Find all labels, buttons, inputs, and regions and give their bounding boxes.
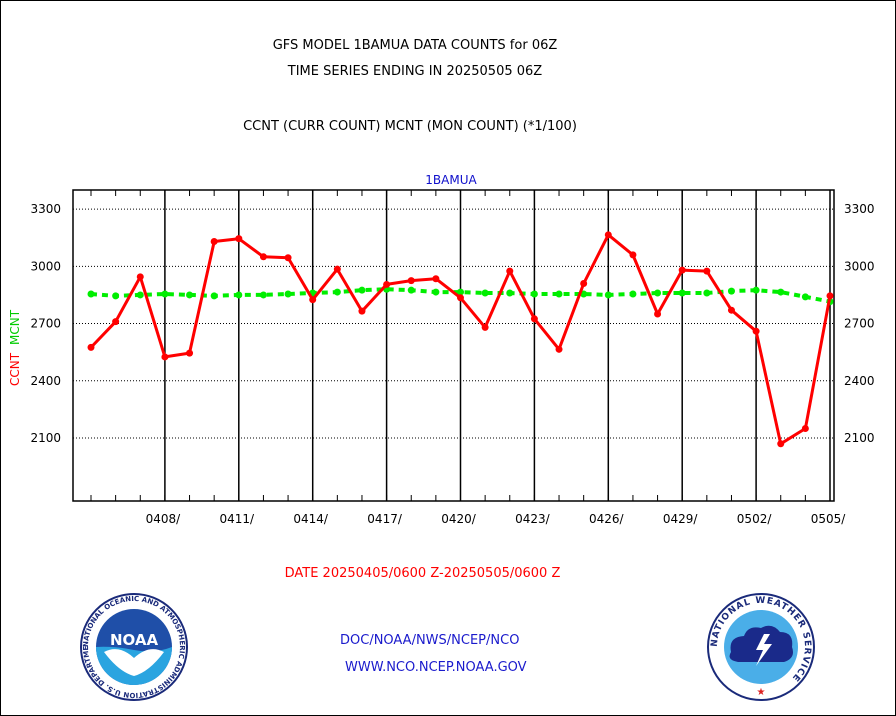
data-point-mcnt <box>703 289 711 297</box>
data-point-ccnt <box>654 310 662 318</box>
data-point-mcnt <box>777 288 785 296</box>
y-tick-label-left: 3300 <box>30 202 61 216</box>
data-point-ccnt <box>506 267 514 275</box>
data-point-mcnt <box>161 290 169 298</box>
data-point-mcnt <box>654 289 662 297</box>
y-axis-label-ccnt: CCNT <box>8 352 22 386</box>
data-point-ccnt <box>826 292 834 300</box>
data-point-ccnt <box>703 267 711 275</box>
data-point-ccnt <box>432 275 440 283</box>
data-point-ccnt <box>136 273 144 281</box>
data-point-mcnt <box>136 291 144 299</box>
data-point-ccnt <box>358 307 366 315</box>
data-point-mcnt <box>801 293 809 301</box>
data-point-ccnt <box>186 349 194 357</box>
data-point-ccnt <box>383 280 391 288</box>
x-tick-label: 0411/ <box>220 512 256 526</box>
data-point-ccnt <box>333 265 341 273</box>
data-point-mcnt <box>457 288 464 296</box>
data-point-ccnt <box>284 254 292 262</box>
data-point-mcnt <box>407 286 415 294</box>
x-tick-label: 0414/ <box>293 512 329 526</box>
y-tick-label-right: 2400 <box>844 374 875 388</box>
data-point-ccnt <box>112 318 120 326</box>
noaa-logo: NATIONAL OCEANIC AND ATMOSPHERIC ADMINIS… <box>76 586 189 702</box>
data-point-ccnt <box>530 315 538 323</box>
data-point-mcnt <box>530 290 538 298</box>
data-point-mcnt <box>629 290 637 298</box>
x-tick-label: 0408/ <box>146 512 182 526</box>
data-point-ccnt <box>210 238 218 246</box>
data-point-mcnt <box>284 290 292 298</box>
data-point-mcnt <box>555 290 563 298</box>
x-tick-label: 0502/ <box>737 512 773 526</box>
y-tick-label-right: 3000 <box>844 259 875 273</box>
y-tick-label-left: 2100 <box>30 431 61 445</box>
data-point-mcnt <box>186 291 194 299</box>
url-line: WWW.NCO.NCEP.NOAA.GOV <box>345 660 527 675</box>
data-point-mcnt <box>481 289 489 297</box>
org-line: DOC/NOAA/NWS/NCEP/NCO <box>340 633 520 648</box>
data-point-mcnt <box>358 286 366 294</box>
data-point-mcnt <box>678 289 686 297</box>
data-point-ccnt <box>580 279 588 287</box>
data-point-ccnt <box>604 231 612 239</box>
data-point-mcnt <box>333 288 341 296</box>
data-point-ccnt <box>235 235 243 243</box>
chart-title-line1: GFS MODEL 1BAMUA DATA COUNTS for 06Z <box>272 38 558 53</box>
data-point-mcnt <box>210 292 218 300</box>
y-tick-label-left: 2700 <box>30 317 61 331</box>
nws-star-icon: ★ <box>757 687 766 698</box>
data-point-ccnt <box>309 296 317 304</box>
data-point-mcnt <box>506 289 514 297</box>
y-tick-label-left: 2400 <box>30 374 61 388</box>
x-tick-label: 0420/ <box>441 512 477 526</box>
grid-lines <box>73 190 834 501</box>
data-point-ccnt <box>457 294 464 302</box>
data-point-ccnt <box>777 440 785 448</box>
chart-subtitle: CCNT (CURR COUNT) MCNT (MON COUNT) (*1/1… <box>243 119 577 134</box>
chart-title-line2: TIME SERIES ENDING IN 20250505 06Z <box>287 64 543 79</box>
data-point-ccnt <box>801 424 809 432</box>
plot-area <box>72 189 835 502</box>
panel-title: 1BAMUA <box>425 173 477 187</box>
data-point-ccnt <box>678 266 686 274</box>
data-point-ccnt <box>407 277 415 285</box>
data-point-mcnt <box>752 286 760 294</box>
data-point-mcnt <box>432 288 440 296</box>
x-tick-label: 0505/ <box>811 512 847 526</box>
axis-ticks: 2100 2100 2400 2400 2700 2700 3000 3000 3300 3300… <box>30 190 875 526</box>
x-tick-label: 0423/ <box>515 512 551 526</box>
data-point-mcnt <box>604 291 612 299</box>
data-point-ccnt <box>161 353 169 361</box>
date-range-label: DATE 20250405/0600 Z-20250505/0600 Z <box>284 566 561 581</box>
y-tick-label-right: 2100 <box>844 431 875 445</box>
data-point-mcnt <box>87 290 95 298</box>
y-tick-label-right: 2700 <box>844 317 875 331</box>
data-point-ccnt <box>87 343 95 351</box>
series-layer <box>87 231 834 448</box>
data-point-ccnt <box>259 253 267 261</box>
data-point-mcnt <box>259 291 267 299</box>
x-tick-label: 0417/ <box>367 512 403 526</box>
y-axis-label-mcnt: MCNT <box>8 309 22 345</box>
noaa-logo-name: NOAA <box>110 631 159 649</box>
data-point-ccnt <box>481 323 489 331</box>
x-tick-label: 0426/ <box>589 512 625 526</box>
data-point-ccnt <box>629 251 637 259</box>
data-point-mcnt <box>235 291 243 299</box>
data-point-ccnt <box>555 345 563 353</box>
x-tick-label: 0429/ <box>663 512 699 526</box>
data-point-ccnt <box>727 306 735 314</box>
y-tick-label-right: 3300 <box>844 202 875 216</box>
data-point-ccnt <box>752 327 760 335</box>
y-tick-label-left: 3000 <box>30 259 61 273</box>
data-point-mcnt <box>727 287 735 295</box>
data-point-mcnt <box>112 292 120 300</box>
nws-logo: NATIONAL WEATHER SERVICE ★ <box>706 592 816 702</box>
